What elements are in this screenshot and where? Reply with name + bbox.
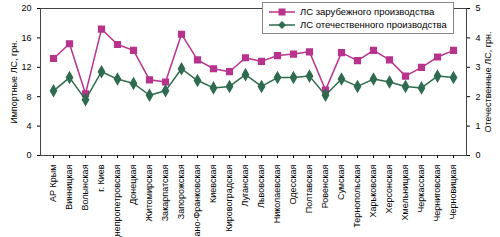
svg-text:Сумская: Сумская: [336, 164, 346, 200]
svg-text:Хмельницкая: Хмельницкая: [400, 164, 410, 220]
svg-text:Черкасская: Черкасская: [416, 164, 426, 212]
svg-text:Киевская: Киевская: [208, 164, 218, 203]
svg-text:Луганская: Луганская: [240, 164, 250, 206]
svg-text:12: 12: [21, 62, 31, 72]
svg-text:0: 0: [476, 150, 481, 160]
svg-text:Запорожская: Запорожская: [176, 164, 186, 219]
svg-text:Волынская: Волынская: [80, 164, 90, 210]
html-text:ЛС отечественного производства: ЛС отечественного производства: [300, 19, 447, 30]
svg-text:Донецкая: Донецкая: [128, 164, 138, 204]
svg-text:Тернопольская: Тернопольская: [352, 164, 362, 227]
svg-text:Винницкая: Винницкая: [64, 164, 74, 209]
svg-text:Полтавская: Полтавская: [304, 164, 314, 213]
svg-text:3: 3: [476, 62, 481, 72]
svg-text:8: 8: [26, 92, 31, 102]
svg-text:Днепропетровская: Днепропетровская: [112, 164, 122, 237]
svg-text:г. Киев: г. Киев: [96, 164, 106, 191]
svg-text:Черновицкая: Черновицкая: [448, 164, 458, 219]
svg-text:Херсонская: Херсонская: [384, 164, 394, 213]
svg-text:Львовская: Львовская: [256, 164, 266, 208]
html-text:ЛС зарубежного производства: ЛС зарубежного производства: [300, 6, 435, 17]
svg-text:Ивано-Франковская: Ивано-Франковская: [192, 164, 202, 237]
svg-text:Харьковская: Харьковская: [368, 164, 378, 217]
svg-text:Одесская: Одесская: [288, 164, 298, 204]
svg-text:2: 2: [476, 92, 481, 102]
svg-text:0: 0: [26, 150, 31, 160]
svg-text:Отечественные ЛС, грн.: Отечественные ЛС, грн.: [483, 32, 493, 133]
svg-text:Житомирская: Житомирская: [144, 164, 154, 221]
svg-text:Закарпатская: Закарпатская: [160, 164, 170, 221]
svg-text:1: 1: [476, 121, 481, 131]
svg-text:16: 16: [21, 33, 31, 43]
svg-text:АР Крым: АР Крым: [48, 165, 58, 202]
svg-text:4: 4: [476, 33, 481, 43]
svg-text:Кировоградская: Кировоградская: [224, 164, 234, 231]
svg-text:20: 20: [21, 3, 31, 13]
svg-text:Черниговская: Черниговская: [432, 164, 442, 221]
svg-text:Ровенская: Ровенская: [320, 164, 330, 208]
svg-text:Импортные ЛС, грн.: Импортные ЛС, грн.: [9, 40, 19, 124]
svg-text:4: 4: [26, 121, 31, 131]
svg-text:5: 5: [476, 3, 481, 13]
svg-text:Николаевская: Николаевская: [272, 164, 282, 223]
